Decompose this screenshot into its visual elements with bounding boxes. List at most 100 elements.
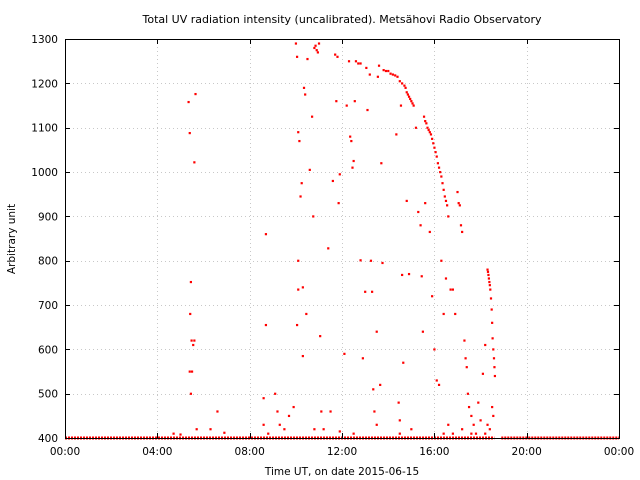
data-point [283, 428, 286, 431]
data-point [394, 74, 397, 77]
data-point [443, 195, 446, 198]
data-point [417, 210, 420, 214]
data-point [264, 323, 268, 327]
data-point [391, 73, 394, 76]
data-point [375, 423, 378, 426]
data-point [441, 182, 444, 185]
data-point [403, 84, 406, 87]
data-point [380, 162, 383, 165]
data-point [429, 133, 433, 136]
data-point [401, 82, 404, 85]
data-point [458, 204, 461, 207]
data-point [435, 379, 438, 382]
data-point [477, 401, 480, 404]
data-point [189, 392, 193, 395]
data-point [209, 428, 212, 431]
data-point [294, 42, 298, 45]
data-point [442, 188, 445, 191]
data-point [461, 230, 464, 234]
data-point [484, 343, 487, 347]
data-point [189, 280, 193, 284]
data-point [308, 168, 311, 171]
y-tick-label: 800 [38, 256, 58, 268]
data-point [262, 423, 265, 426]
data-point [368, 73, 371, 76]
data-point [437, 383, 441, 386]
data-point [410, 100, 413, 103]
data-point [493, 374, 497, 378]
data-point [278, 423, 281, 426]
data-point [419, 224, 422, 227]
x-tick-label: 12:00 [327, 446, 357, 458]
y-tick-label: 900 [38, 211, 58, 223]
data-point [491, 405, 494, 409]
data-point [407, 272, 411, 276]
data-point [267, 432, 270, 435]
chart-title: Total UV radiation intensity (uncalibrat… [142, 13, 542, 26]
data-point [446, 204, 449, 207]
data-point [410, 428, 413, 431]
data-point [384, 69, 388, 73]
data-point [490, 308, 493, 311]
data-point [487, 273, 490, 277]
data-point [414, 126, 418, 129]
data-point [371, 290, 374, 293]
data-point [334, 53, 337, 56]
data-point [451, 432, 454, 435]
data-point [353, 100, 356, 103]
y-tick-label: 1100 [31, 123, 58, 135]
data-point [434, 151, 437, 154]
y-tick-label: 600 [38, 344, 58, 356]
data-point [395, 133, 398, 136]
y-tick-label: 1200 [31, 78, 58, 90]
data-point [357, 62, 360, 65]
data-point [486, 270, 490, 273]
data-point [428, 131, 431, 134]
data-point [190, 370, 194, 373]
data-point [426, 126, 429, 129]
data-point [310, 115, 314, 118]
y-tick-label: 1000 [31, 167, 58, 179]
data-point [397, 401, 400, 404]
x-tick-label: 04:00 [142, 446, 172, 458]
data-point [405, 91, 408, 94]
data-point [376, 75, 379, 78]
data-point [484, 432, 487, 435]
data-point [451, 288, 454, 291]
x-axis-label: Time UT, on date 2015-06-15 [264, 466, 419, 478]
data-point [424, 202, 427, 205]
data-point [313, 428, 316, 431]
data-point [302, 86, 306, 89]
y-tick-label: 1300 [31, 34, 58, 46]
data-point [298, 139, 301, 143]
data-point [424, 120, 427, 123]
data-point [447, 215, 450, 218]
data-point [470, 432, 473, 435]
data-point [491, 337, 494, 340]
data-point [320, 410, 323, 413]
data-point [486, 423, 489, 426]
data-point [313, 46, 316, 50]
y-tick-label: 700 [38, 300, 58, 312]
data-point [398, 432, 401, 435]
data-point [300, 182, 303, 185]
data-point [461, 428, 464, 431]
x-tick-label: 20:00 [512, 446, 542, 458]
y-tick-label: 400 [38, 433, 58, 445]
data-point [431, 137, 434, 140]
data-point [372, 388, 375, 391]
data-point [433, 348, 436, 351]
data-point [459, 224, 463, 227]
data-point [335, 100, 338, 103]
data-point [409, 97, 412, 101]
data-point [447, 423, 450, 426]
data-point [456, 190, 459, 194]
data-point [437, 166, 441, 169]
data-point [361, 357, 364, 360]
data-point [389, 72, 392, 75]
data-point [442, 312, 445, 316]
data-point [315, 49, 318, 52]
data-point [444, 277, 448, 280]
data-point [489, 297, 493, 300]
